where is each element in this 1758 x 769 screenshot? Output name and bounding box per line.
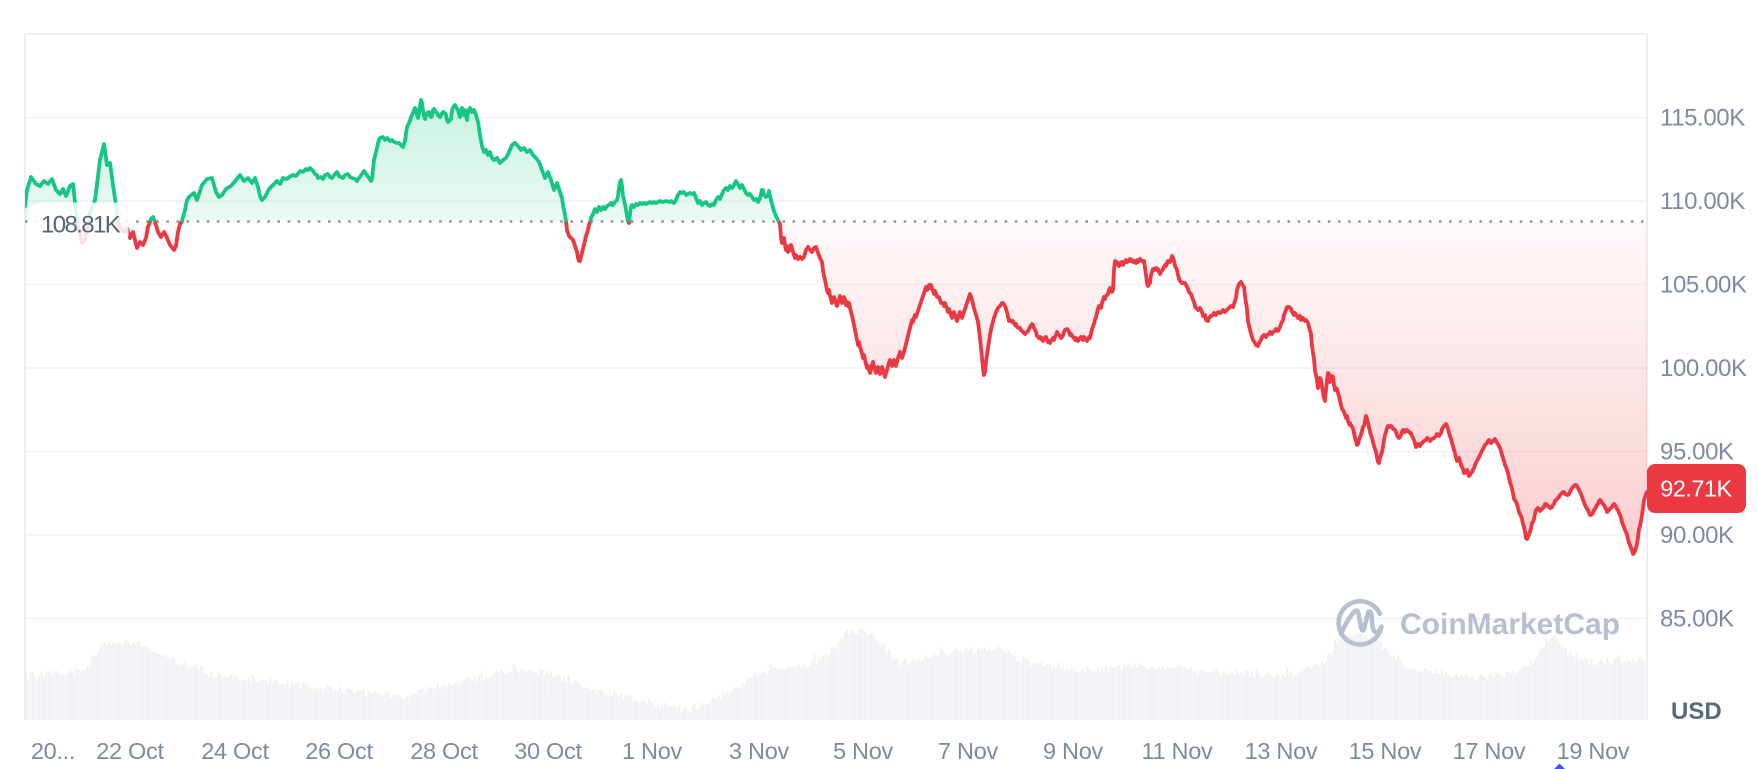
svg-text:5 Nov: 5 Nov: [833, 738, 893, 764]
svg-text:26 Oct: 26 Oct: [305, 738, 373, 764]
svg-text:9 Nov: 9 Nov: [1043, 738, 1103, 764]
svg-text:115.00K: 115.00K: [1660, 105, 1745, 132]
svg-text:100.00K: 100.00K: [1660, 355, 1747, 382]
svg-text:3 Nov: 3 Nov: [729, 738, 789, 764]
svg-text:108.81K: 108.81K: [41, 212, 121, 239]
svg-text:110.00K: 110.00K: [1660, 188, 1745, 215]
svg-text:CoinMarketCap: CoinMarketCap: [1400, 608, 1620, 641]
svg-text:28 Oct: 28 Oct: [410, 738, 478, 764]
svg-text:1 Nov: 1 Nov: [622, 738, 682, 764]
svg-text:95.00K: 95.00K: [1660, 439, 1734, 466]
svg-text:7 Nov: 7 Nov: [938, 738, 998, 764]
svg-text:19 Nov: 19 Nov: [1557, 738, 1630, 764]
svg-text:92.71K: 92.71K: [1660, 476, 1732, 502]
svg-text:13 Nov: 13 Nov: [1245, 738, 1318, 764]
svg-text:11 Nov: 11 Nov: [1142, 738, 1213, 764]
svg-text:22 Oct: 22 Oct: [96, 738, 164, 764]
svg-text:105.00K: 105.00K: [1660, 272, 1747, 299]
svg-text:17 Nov: 17 Nov: [1453, 738, 1526, 764]
svg-text:30 Oct: 30 Oct: [514, 738, 582, 764]
svg-text:85.00K: 85.00K: [1660, 606, 1734, 633]
svg-text:24 Oct: 24 Oct: [201, 738, 269, 764]
svg-text:20...: 20...: [31, 738, 75, 764]
svg-text:15 Nov: 15 Nov: [1349, 738, 1422, 764]
svg-text:90.00K: 90.00K: [1660, 522, 1734, 549]
svg-text:USD: USD: [1671, 698, 1722, 725]
